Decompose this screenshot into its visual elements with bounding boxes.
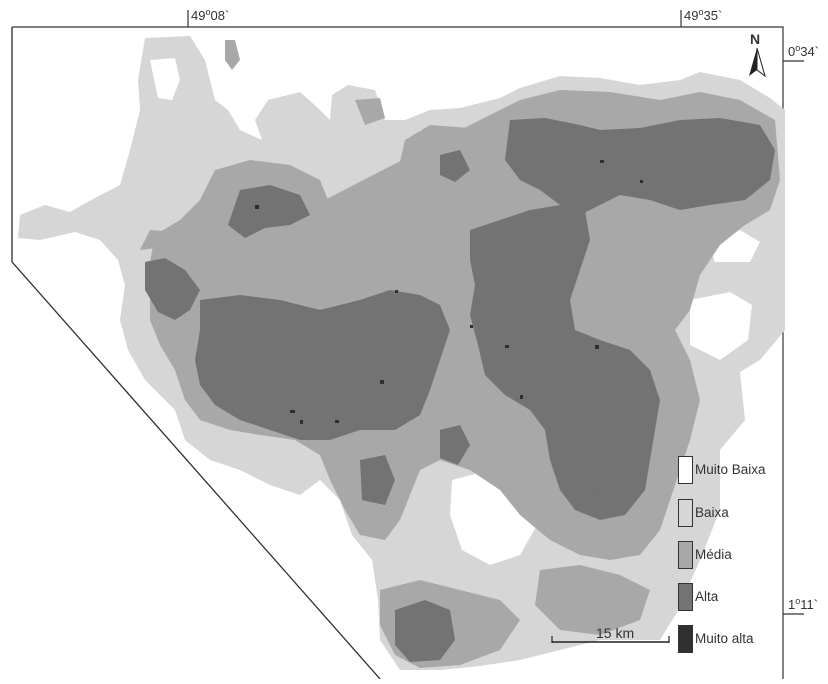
coordinate-ticks (187, 10, 804, 615)
north-arrow-icon (749, 47, 766, 78)
coord-top-right: 49o35` (684, 7, 723, 23)
legend-swatch-baixa (678, 499, 693, 527)
north-label: N (750, 31, 761, 47)
scale-bar (551, 636, 670, 643)
legend-swatch-media (678, 541, 693, 569)
scale-label: 15 km (596, 625, 635, 641)
legend-label-baixa: Baixa (695, 505, 729, 520)
coord-right-top: 0o34` (788, 43, 820, 59)
legend-swatch-alta (678, 583, 693, 611)
zone-muito-alta (255, 160, 643, 424)
outside-mask (0, 262, 380, 679)
legend-label-muito-baixa: Muito Baixa (695, 462, 766, 477)
legend-swatch-muito-baixa (678, 456, 693, 484)
coord-top-left: 49o08` (191, 7, 230, 23)
legend-label-alta: Alta (695, 589, 719, 604)
coord-right-bottom: 1o11` (788, 596, 819, 612)
legend-label-media: Média (695, 547, 732, 562)
legend-swatch-muito-alta (678, 625, 693, 653)
legend-label-muito-alta: Muito alta (695, 631, 754, 646)
zone-alta (145, 118, 775, 662)
